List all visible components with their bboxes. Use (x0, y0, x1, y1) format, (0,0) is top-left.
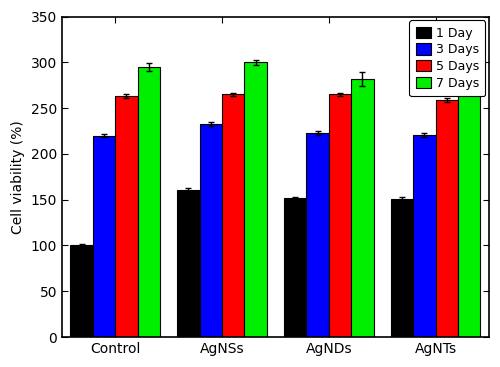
Bar (244, 62, 267, 337)
Bar (436, 100, 458, 337)
Bar (458, 76, 480, 337)
Bar (93, 136, 116, 337)
Legend: 1 Day, 3 Days, 5 Days, 7 Days: 1 Day, 3 Days, 5 Days, 7 Days (410, 20, 485, 96)
Bar (222, 94, 244, 337)
Bar (390, 199, 413, 337)
Bar (200, 124, 222, 337)
Bar (138, 67, 160, 337)
Y-axis label: Cell viability (%): Cell viability (%) (11, 120, 25, 234)
Bar (116, 96, 138, 337)
Bar (329, 94, 351, 337)
Bar (306, 133, 329, 337)
Bar (351, 79, 374, 337)
Bar (177, 190, 200, 337)
Bar (413, 135, 436, 337)
Bar (284, 198, 306, 337)
Bar (70, 246, 93, 337)
